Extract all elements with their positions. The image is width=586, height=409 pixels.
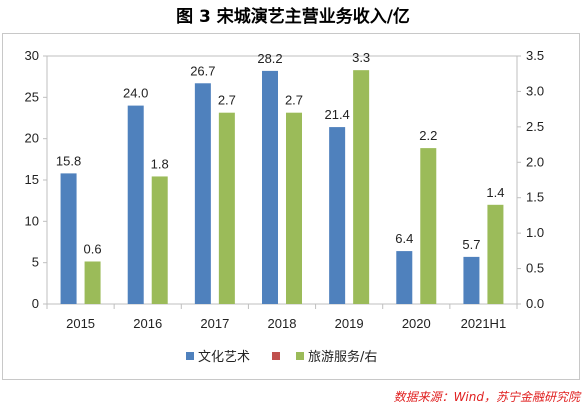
x-tick-label: 2019	[335, 316, 364, 331]
data-label-culture-art: 5.7	[462, 237, 480, 252]
data-label-culture-art: 15.8	[56, 153, 81, 168]
data-label-tourism-service: 1.8	[151, 156, 169, 171]
data-label-culture-art: 28.2	[257, 51, 282, 66]
x-tick-label: 2016	[133, 316, 162, 331]
figure-title: 图 3 宋城演艺主营业务收入/亿	[176, 7, 410, 27]
right-tick-label: 3.5	[526, 48, 544, 63]
right-tick-label: 2.0	[526, 154, 544, 169]
right-tick-label: 0.5	[526, 261, 544, 276]
data-label-tourism-service: 0.6	[84, 241, 102, 256]
x-tick-label: 2015	[66, 316, 95, 331]
left-tick-label: 10	[25, 213, 39, 228]
source-note: 数据来源：Wind，苏宁金融研究院	[393, 390, 580, 404]
right-tick-label: 2.5	[526, 119, 544, 134]
legend-swatch-unnamed	[272, 352, 280, 360]
right-tick-label: 3.0	[526, 83, 544, 98]
chart-bars	[60, 70, 504, 305]
chart-frame	[2, 33, 580, 380]
x-tick-label: 2018	[268, 316, 297, 331]
bar-culture-art	[127, 105, 144, 304]
left-tick-label: 20	[25, 131, 39, 146]
bar-culture-art	[396, 251, 413, 304]
left-tick-label: 0	[32, 296, 39, 311]
data-label-tourism-service: 2.7	[218, 93, 236, 108]
bar-culture-art	[194, 83, 211, 304]
data-label-tourism-service: 2.7	[285, 93, 303, 108]
plot-area	[46, 55, 518, 305]
bar-tourism-service	[353, 70, 370, 305]
legend-label-tourism-service: 旅游服务/右	[308, 349, 377, 365]
data-label-tourism-service: 3.3	[352, 50, 370, 65]
right-tick-label: 1.5	[526, 190, 544, 205]
legend-label-culture-art: 文化艺术	[198, 350, 250, 365]
data-label-culture-art: 6.4	[395, 231, 413, 246]
bar-culture-art	[329, 127, 346, 305]
data-label-tourism-service: 2.2	[419, 128, 437, 143]
chart-axes: 0 5 10 15 20 25 30 0.0 0.5 1.0 1.5 2.0 2.5 3.0 3.5 2015…	[25, 48, 545, 331]
bar-tourism-service	[151, 176, 168, 304]
bar-tourism-service	[420, 148, 437, 304]
data-label-culture-art: 21.4	[324, 107, 349, 122]
right-tick-label: 0.0	[526, 296, 544, 311]
bar-tourism-service	[286, 112, 302, 304]
bar-culture-art	[262, 70, 278, 304]
left-tick-label: 30	[25, 48, 39, 63]
chart-data-labels: 15.80.624.01.826.72.728.22.721.43.36.42.…	[56, 50, 505, 256]
legend-swatch-tourism-service	[296, 352, 304, 360]
x-tick-label: 2020	[402, 316, 431, 331]
data-label-culture-art: 26.7	[190, 63, 215, 78]
bar-tourism-service	[84, 261, 101, 304]
left-tick-label: 5	[32, 255, 39, 270]
left-tick-label: 15	[25, 172, 39, 187]
bar-tourism-service	[487, 204, 504, 304]
x-tick-label: 2021H1	[461, 316, 507, 331]
right-tick-label: 1.0	[526, 225, 544, 240]
legend-swatch-culture-art	[186, 352, 194, 360]
x-tick-label: 2017	[200, 316, 229, 331]
bar-culture-art	[463, 256, 480, 304]
data-label-culture-art: 24.0	[123, 86, 148, 101]
bar-tourism-service	[218, 112, 235, 304]
left-tick-label: 25	[25, 89, 39, 104]
chart-legend: 文化艺术 旅游服务/右	[186, 349, 377, 365]
data-label-tourism-service: 1.4	[486, 185, 504, 200]
bar-culture-art	[60, 173, 77, 304]
